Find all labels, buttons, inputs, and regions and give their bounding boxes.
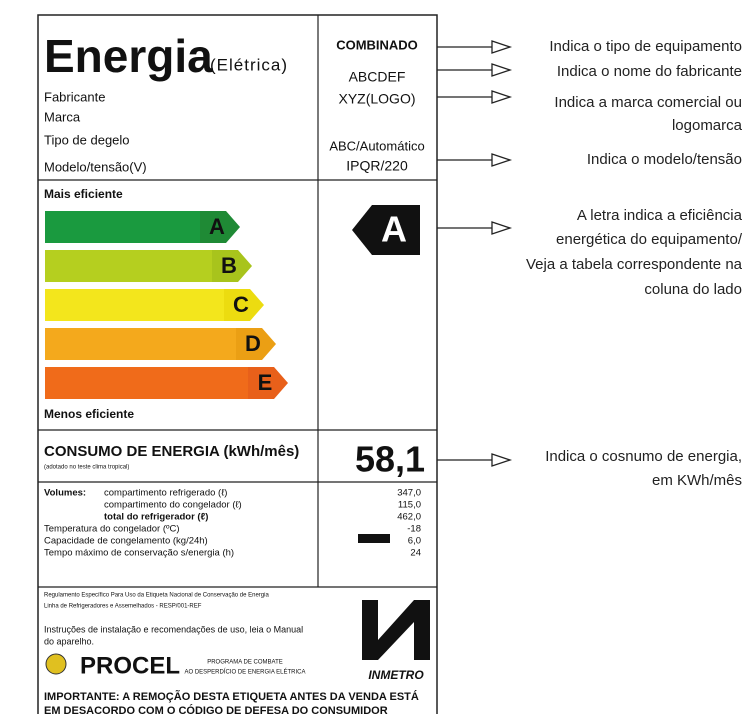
efficiency-letter: B [221,253,237,278]
spec-value: 462,0 [397,512,421,523]
annotation-text: Veja a tabela correspondente na [526,256,743,273]
field-name: Modelo/tensão(V) [44,159,147,174]
efficiency-letter: D [245,331,261,356]
efficiency-tab [236,328,276,360]
procel-tag: AO DESPERDÍCIO DE ENERGIA ELÉTRICA [184,669,305,676]
instructions: Instruções de instalação e recomendações… [44,624,303,634]
annotation-text: logomarca [672,117,743,134]
spec-value: 115,0 [398,500,421,511]
regulation: Linha de Refrigeradores e Assemelhados -… [44,604,202,610]
inmetro-logo: INMETRO [368,668,424,682]
annotation-text: Indica o tipo de equipamento [549,38,742,55]
efficiency-letter: E [258,370,273,395]
field-value: ABCDEF [349,69,406,85]
efficiency-tab [200,211,240,243]
label-subtitle: (Elétrica) [210,55,288,74]
warning: EM DESACORDO COM O CÓDIGO DE DEFESA DO C… [44,704,388,714]
efficiency-bar [45,328,236,360]
efficiency-bar [45,211,200,243]
inmetro-icon [362,600,430,660]
regulation: Regulamento Específico Para Uso da Etiqu… [44,593,269,599]
pointer-head [491,40,513,54]
pointer-head [491,221,513,235]
consumption-note: (adotado no teste clima tropical) [44,465,129,471]
efficiency-tab [212,250,252,282]
annotation-text: Indica o nome do fabricante [557,63,742,80]
efficiency-bar [45,289,224,321]
efficiency-letter: C [233,292,249,317]
annotation-text: Indica o cosnumo de energia, [545,448,742,465]
efficiency-tab [224,289,264,321]
label-frame [37,14,438,714]
field-name: Marca [44,109,81,124]
pointer-head [491,63,513,77]
annotation-text: A letra indica a eficiência [577,207,743,224]
specs: compartimento refrigerado (ℓ) 347,0 compar… [44,488,421,559]
procel-logo: PROCEL [80,652,180,679]
pointer-head [491,153,513,167]
field-value: COMBINADO [336,37,418,52]
pointer-head [491,90,513,104]
most-efficient: Mais eficiente [44,187,123,201]
field-name: Tipo de degelo [44,132,130,147]
efficiency-bar [45,367,248,399]
warning: IMPORTANTE: A REMOÇÃO DESTA ETIQUETA ANT… [44,690,419,703]
efficiency-tab [248,367,288,399]
spec-value: 24 [410,548,421,559]
efficiency-letter: A [209,214,225,239]
pointer-head [491,453,513,467]
rating-badge [352,205,420,255]
procel-icon [45,653,67,675]
spec-text: Tempo máximo de conservação s/energia (h… [44,548,234,559]
annotation-text: energética do equipamento/ [556,231,743,248]
efficiency-bar [45,250,212,282]
field-value: XYZ(LOGO) [338,91,415,107]
efficiency-bars: ABCDE [45,211,288,399]
field-value: ABC/Automático [329,138,424,153]
label-title: Energia [44,30,213,82]
spec-value: -18 [407,524,421,535]
instructions: do aparelho. [44,636,94,646]
consumption-value: 58,1 [355,439,425,480]
annotation-text: Indica o modelo/tensão [587,151,742,168]
field-name: Fabricante [44,89,105,104]
annotation-text: Indica a marca comercial ou [554,94,742,111]
rating-letter: A [381,209,407,250]
least-efficient: Menos eficiente [44,407,134,421]
spec-value: 6,0 [408,536,421,547]
annotation-text: em KWh/mês [652,472,742,489]
freezer-icon [358,534,390,543]
spec-text: total do refrigerador (ℓ) [104,512,208,523]
spec-text: Temperatura do congelador (ºC) [44,524,179,535]
spec-value: 347,0 [397,488,421,499]
annotation-text: coluna do lado [644,281,742,298]
volumes-label: Volumes: [44,488,86,499]
annotations: Indica o tipo de equipamento Indica o nom… [437,38,743,489]
spec-text: Capacidade de congelamento (kg/24h) [44,536,208,547]
spec-text: compartimento refrigerado (ℓ) [104,488,227,499]
field-value: IPQR/220 [346,158,408,174]
consumption-title: CONSUMO DE ENERGIA (kWh/mês) [44,443,299,460]
spec-text: compartimento do congelador (ℓ) [104,500,242,511]
procel-tag: PROGRAMA DE COMBATE [207,660,283,666]
